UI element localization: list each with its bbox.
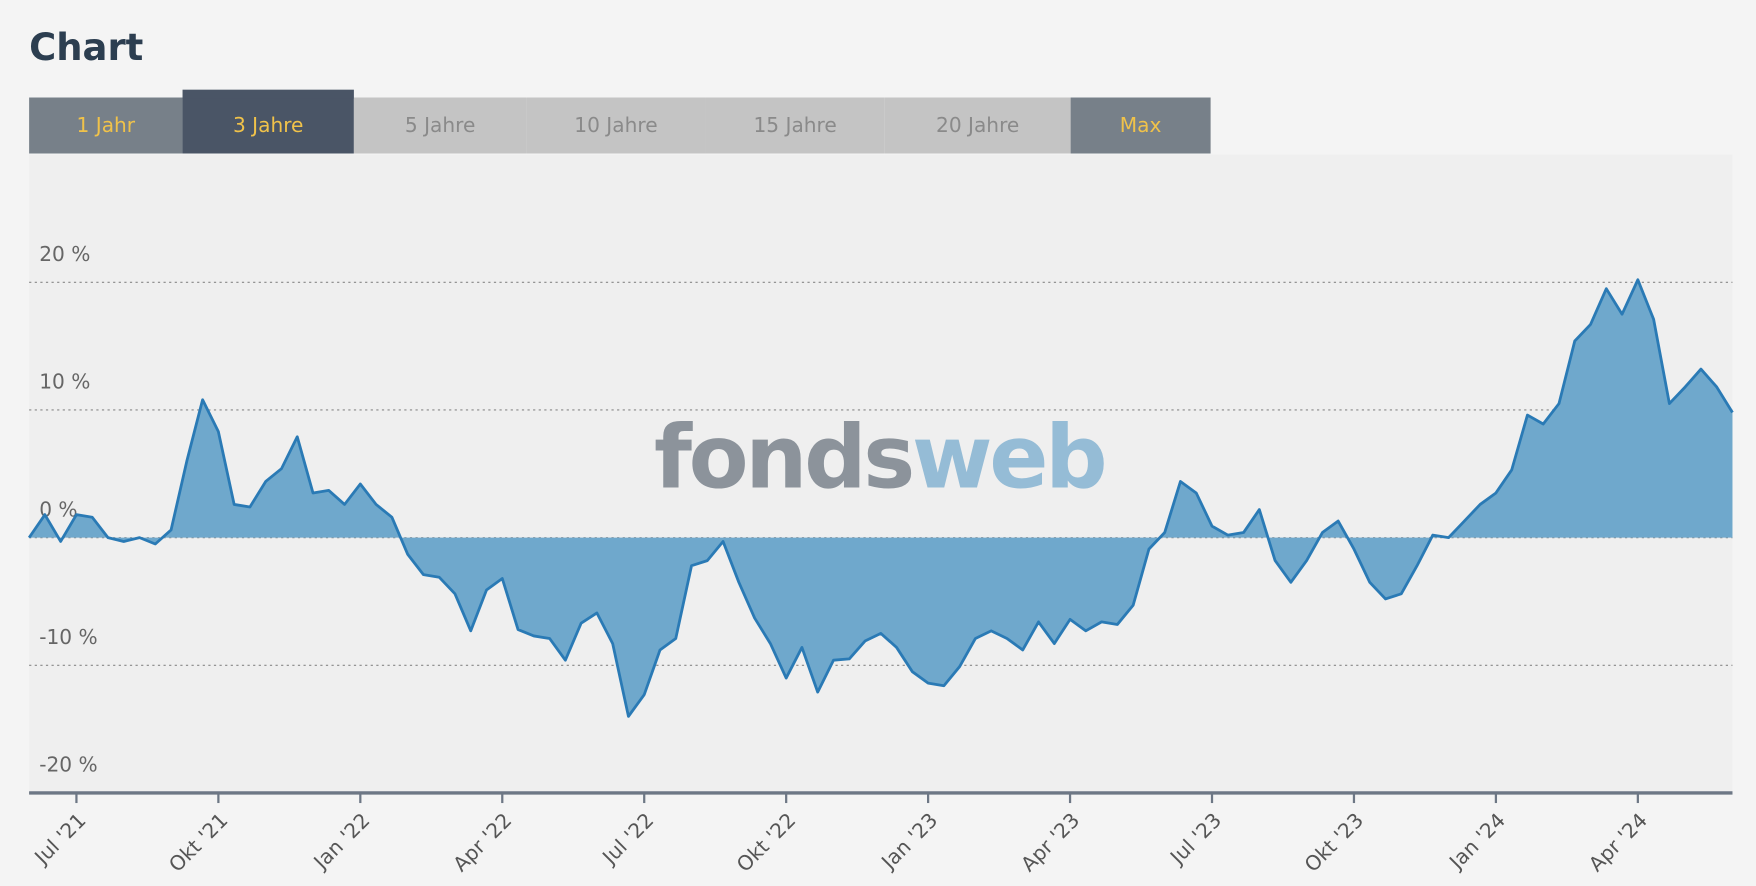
tab-background	[182, 97, 354, 154]
tab-label: 1 Jahr	[77, 113, 136, 137]
plot-area	[29, 154, 1733, 793]
tab-background	[884, 97, 1071, 154]
tab-bar: 1 Jahr 3 Jahre 5 Jahre 10 Jahre 15 Jahre 20 J…	[29, 89, 1211, 154]
watermark: fondsweb	[654, 407, 1104, 509]
line	[27, 278, 1734, 718]
tab-label: 10 Jahre	[574, 113, 657, 137]
tab-background	[29, 97, 183, 154]
tab: 20 Jahre	[884, 97, 1071, 154]
tab[interactable]: Max	[1070, 97, 1211, 154]
tab-background	[526, 97, 706, 154]
tab-active-bar	[182, 89, 354, 99]
tab: 10 Jahre	[526, 97, 706, 154]
tab-label: 20 Jahre	[936, 113, 1019, 137]
y-tick-label: 20 %	[39, 242, 90, 266]
tab-background	[353, 97, 527, 154]
page-title: Chart	[29, 26, 143, 69]
watermark-dark: fonds	[654, 407, 912, 509]
y-tick-label: -20 %	[39, 753, 97, 777]
tab-label: 5 Jahre	[405, 113, 476, 137]
y-tick-label: -10 %	[39, 625, 97, 649]
tab: 15 Jahre	[705, 97, 885, 154]
tab-label: Max	[1120, 113, 1162, 137]
tab-label: 15 Jahre	[753, 113, 836, 137]
tab: 5 Jahre	[353, 97, 527, 154]
y-tick-label: 0 %	[39, 497, 77, 521]
watermark-light: web	[912, 407, 1104, 509]
tab-background	[705, 97, 885, 154]
tab-background	[1070, 97, 1211, 154]
tab[interactable]: 1 Jahr	[29, 97, 183, 154]
tab[interactable]: 3 Jahre	[182, 89, 354, 154]
tab-label: 3 Jahre	[233, 113, 303, 137]
y-tick-label: 10 %	[39, 370, 90, 394]
